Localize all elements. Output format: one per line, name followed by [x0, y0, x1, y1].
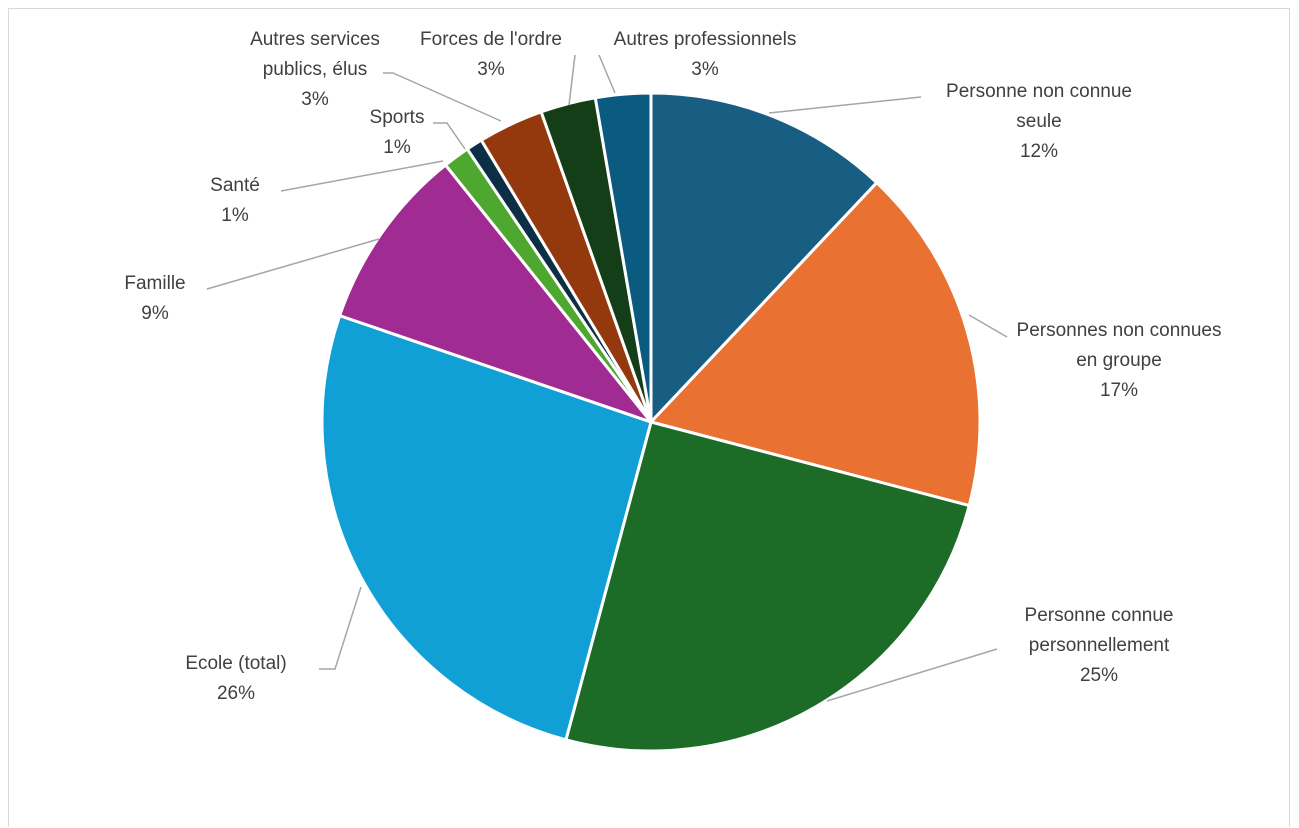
data-label-percent: 9%	[141, 303, 169, 324]
chart-frame: Personne non connue seule 12% Personnes non…	[8, 8, 1290, 827]
leader-line-1	[968, 314, 1008, 338]
data-label-6: Sports 1%	[370, 107, 425, 158]
data-label-percent: 25%	[1080, 665, 1118, 686]
data-label-percent: 1%	[383, 137, 411, 158]
data-label-text: publics, élus	[263, 59, 368, 80]
data-label-percent: 3%	[691, 59, 719, 80]
leader-line-4	[206, 238, 380, 290]
data-label-2: Personne connue personnellement 25%	[1025, 605, 1174, 686]
leader-line-7	[383, 72, 502, 122]
data-label-percent: 3%	[477, 59, 505, 80]
leader-line-6	[433, 122, 466, 150]
leader-line-5	[280, 160, 444, 192]
data-label-8: Forces de l'ordre 3%	[420, 29, 562, 80]
pie-slice-9	[593, 91, 653, 424]
data-label-text: Forces de l'ordre	[420, 29, 562, 50]
data-label-text: Personne non connue	[946, 81, 1132, 102]
data-label-text: Famille	[124, 273, 185, 294]
leader-line-9	[598, 54, 616, 94]
data-label-text: personnellement	[1029, 635, 1170, 656]
data-label-3: Ecole (total) 26%	[185, 653, 286, 704]
data-label-percent: 3%	[301, 89, 329, 110]
data-label-percent: 12%	[1020, 141, 1058, 162]
data-label-1: Personnes non connues en groupe 17%	[1017, 320, 1222, 401]
pie-slice-1	[649, 181, 982, 508]
data-label-5: Santé 1%	[210, 175, 260, 226]
data-label-text: en groupe	[1076, 350, 1162, 371]
data-label-text: Ecole (total)	[185, 653, 286, 674]
pie-slice-2	[564, 420, 971, 753]
leader-line-0	[768, 96, 922, 114]
pie-chart: Personne non connue seule 12% Personnes non…	[124, 29, 1222, 753]
data-label-0: Personne non connue seule 12%	[946, 81, 1132, 162]
data-label-text: Autres services	[250, 29, 380, 50]
data-label-4: Famille 9%	[124, 273, 185, 324]
data-label-text: Autres professionnels	[614, 29, 797, 50]
data-label-percent: 1%	[221, 205, 249, 226]
data-label-percent: 17%	[1100, 380, 1138, 401]
pie-slice-4	[338, 163, 653, 424]
data-label-text: Sports	[370, 107, 425, 128]
data-label-text: Personnes non connues	[1017, 320, 1222, 341]
data-label-text: seule	[1016, 111, 1061, 132]
leader-line-2	[826, 648, 998, 702]
data-label-percent: 26%	[217, 683, 255, 704]
data-label-7: Autres services publics, élus 3%	[250, 29, 380, 110]
pie-slice-0	[649, 91, 879, 424]
data-label-text: Santé	[210, 175, 260, 196]
leader-line-8	[568, 54, 576, 106]
leader-line-3	[319, 586, 362, 670]
data-label-9: Autres professionnels 3%	[614, 29, 797, 80]
data-label-text: Personne connue	[1025, 605, 1174, 626]
pie-slice-3	[320, 314, 653, 742]
